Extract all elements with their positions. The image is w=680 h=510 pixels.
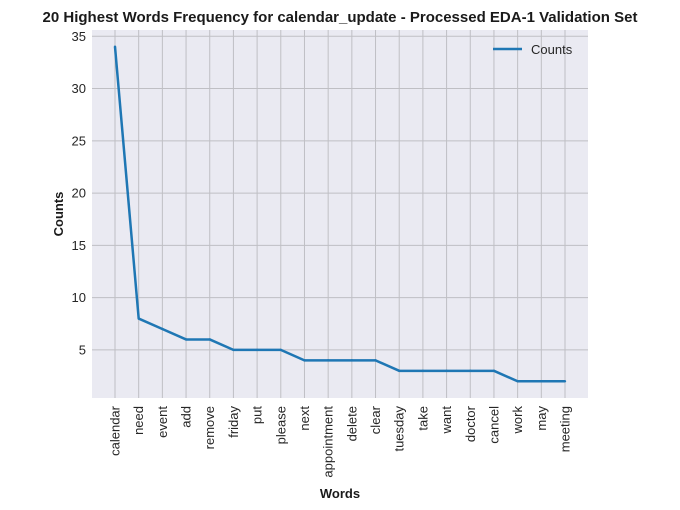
x-tick-label: need <box>131 406 146 435</box>
x-tick-label: remove <box>202 406 217 449</box>
y-tick-label: 30 <box>72 81 86 96</box>
x-tick-label: calendar <box>108 405 123 456</box>
x-tick-label: delete <box>344 406 359 441</box>
series-line-counts <box>113 46 565 383</box>
x-tick-label: appointment <box>321 406 336 478</box>
data-point <box>232 348 235 352</box>
data-point <box>326 359 330 362</box>
x-tick-label: please <box>273 406 288 444</box>
data-point <box>516 380 519 383</box>
data-point <box>208 338 211 341</box>
data-point <box>137 317 140 320</box>
plot-area <box>92 30 588 398</box>
y-tick-label: 20 <box>72 186 86 201</box>
data-point <box>255 348 259 352</box>
data-point <box>398 369 401 373</box>
x-tick-label: cancel <box>486 406 501 444</box>
data-point <box>184 338 188 341</box>
x-tick-label: friday <box>226 406 241 438</box>
y-tick-label: 35 <box>72 29 86 44</box>
x-tick-label: next <box>297 406 312 431</box>
legend: Counts <box>493 42 573 57</box>
y-tick-label: 10 <box>72 290 86 305</box>
x-tick-label: take <box>415 406 430 431</box>
y-tick-label: 15 <box>72 238 86 253</box>
x-tick-label: clear <box>368 405 383 434</box>
data-point <box>469 369 472 373</box>
chart-title: 20 Highest Words Frequency for calendar_… <box>43 9 638 26</box>
y-tick-labels: 5 10 15 20 25 30 35 <box>72 29 86 358</box>
y-tick-label: 5 <box>79 342 86 357</box>
y-tick-label: 25 <box>72 133 86 148</box>
series-layer <box>113 45 567 383</box>
x-tick-label: doctor <box>463 405 478 442</box>
data-point <box>445 369 448 373</box>
x-tick-label: may <box>534 406 549 431</box>
x-tick-label: meeting <box>558 406 573 452</box>
data-point <box>492 369 496 373</box>
legend-label-counts: Counts <box>531 42 573 57</box>
x-tick-label: want <box>439 406 454 435</box>
data-point <box>113 45 117 48</box>
data-point <box>161 327 164 331</box>
x-tick-label: put <box>250 406 265 424</box>
y-axis-label: Counts <box>51 192 66 237</box>
data-point <box>540 380 543 383</box>
data-point <box>563 380 567 383</box>
x-tick-labels: calendar need event add remove friday put pleas… <box>108 405 573 477</box>
x-tick-label: event <box>155 406 170 438</box>
x-tick-label: work <box>510 406 525 435</box>
x-axis-label: Words <box>320 486 360 501</box>
data-point <box>279 348 282 352</box>
grid <box>92 30 588 398</box>
data-point <box>374 359 377 362</box>
data-point <box>303 359 306 362</box>
data-point <box>421 369 425 373</box>
x-tick-label: tuesday <box>392 406 407 452</box>
data-point <box>350 359 354 362</box>
x-tick-label: add <box>179 406 194 428</box>
